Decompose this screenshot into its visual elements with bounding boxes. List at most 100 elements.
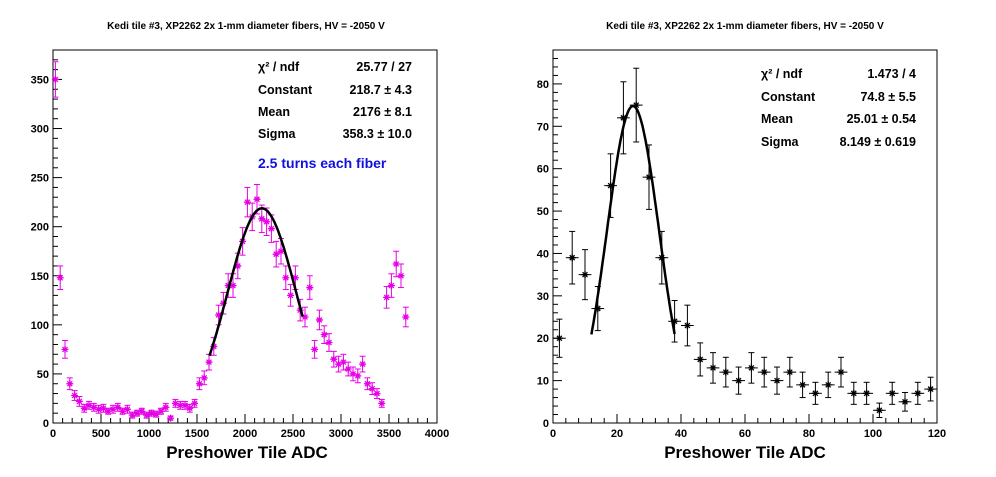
right-star-marker bbox=[888, 389, 896, 397]
right-x-tick-label: 100 bbox=[864, 428, 882, 440]
left-star-marker bbox=[363, 380, 371, 388]
right-axis-ticks: 0 20 40 60 80 100 120 0 10 20 30 40 50 60 70 80 bbox=[537, 49, 946, 440]
left-star-marker bbox=[373, 390, 381, 398]
left-data-point bbox=[85, 400, 93, 410]
left-star-marker bbox=[195, 380, 203, 388]
left-star-marker bbox=[200, 374, 208, 382]
left-data-point bbox=[258, 204, 266, 234]
left-star-marker bbox=[56, 274, 64, 282]
left-star-marker bbox=[339, 358, 347, 366]
right-star-marker bbox=[735, 377, 743, 385]
left-star-marker bbox=[215, 311, 223, 319]
left-star-marker bbox=[133, 409, 141, 417]
left-data-point bbox=[99, 403, 107, 413]
right-star-marker bbox=[722, 368, 730, 376]
left-data-point bbox=[378, 398, 386, 408]
right-stats-box: χ² / ndf 1.473 / 4 Constant 74.8 ± 5.5 M… bbox=[761, 67, 916, 149]
left-star-marker bbox=[114, 403, 122, 411]
right-data-point bbox=[732, 366, 745, 395]
left-star-marker bbox=[354, 372, 362, 380]
left-data-point bbox=[373, 388, 381, 399]
right-data-point bbox=[847, 381, 861, 405]
right-star-marker bbox=[683, 322, 691, 330]
right-star-marker bbox=[824, 381, 832, 389]
left-data-point bbox=[263, 207, 271, 237]
right-y-tick-label: 30 bbox=[537, 291, 549, 303]
right-star-marker bbox=[581, 271, 589, 279]
right-x-tick-label: 60 bbox=[739, 428, 751, 440]
left-x-tick-label: 500 bbox=[92, 428, 110, 440]
left-star-marker bbox=[104, 407, 112, 415]
left-x-tick-label: 2500 bbox=[281, 428, 305, 440]
left-data-point bbox=[387, 273, 395, 298]
left-star-marker bbox=[368, 385, 376, 393]
right-star-marker bbox=[709, 364, 717, 372]
right-stat-label-mean: Mean bbox=[761, 112, 793, 126]
left-star-marker bbox=[349, 370, 357, 378]
right-stat-value-sigma: 8.149 ± 0.619 bbox=[840, 135, 916, 149]
left-axis-ticks: 0 500 1000 1500 2000 2500 3000 3500 4000 0 50 100 15… bbox=[31, 49, 449, 440]
right-y-tick-label: 80 bbox=[537, 79, 549, 91]
left-y-tick-label: 50 bbox=[37, 369, 49, 381]
left-data-point bbox=[66, 377, 74, 391]
left-x-axis-label: Preshower Tile ADC bbox=[166, 443, 328, 462]
right-star-marker bbox=[632, 101, 640, 109]
left-y-tick-label: 350 bbox=[31, 74, 49, 86]
left-star-marker bbox=[306, 284, 314, 292]
left-star-marker bbox=[176, 401, 184, 409]
left-data-point bbox=[339, 353, 347, 371]
right-data-point bbox=[860, 381, 873, 405]
left-star-marker bbox=[359, 360, 367, 368]
left-star-marker bbox=[291, 274, 299, 282]
left-star-marker bbox=[61, 345, 69, 353]
left-star-marker bbox=[147, 409, 155, 417]
left-data-point bbox=[301, 306, 309, 328]
left-data-point bbox=[119, 407, 127, 415]
right-x-tick-label: 120 bbox=[928, 428, 946, 440]
right-data-point bbox=[617, 81, 630, 155]
left-stat-value-mean: 2176 ± 8.1 bbox=[353, 105, 412, 119]
right-stat-value-chi2: 1.473 / 4 bbox=[867, 67, 916, 81]
left-star-marker bbox=[99, 404, 107, 412]
left-data-point bbox=[402, 306, 410, 328]
left-stats-box: χ² / ndf 25.77 / 27 Constant 218.7 ± 4.3… bbox=[258, 60, 412, 141]
left-star-marker bbox=[171, 399, 179, 407]
left-data-point bbox=[349, 366, 357, 382]
left-star-marker bbox=[123, 405, 131, 413]
left-data-point bbox=[186, 403, 194, 413]
right-star-marker bbox=[607, 182, 615, 190]
left-x-tick-label: 3000 bbox=[329, 428, 353, 440]
left-star-marker bbox=[167, 414, 175, 422]
right-star-marker bbox=[914, 389, 922, 397]
left-data-point bbox=[133, 409, 141, 417]
right-y-tick-label: 70 bbox=[537, 121, 549, 133]
right-data-point bbox=[757, 356, 771, 388]
left-data-point bbox=[95, 404, 103, 414]
left-y-tick-label: 0 bbox=[43, 418, 49, 430]
left-star-marker bbox=[282, 274, 290, 282]
left-star-marker bbox=[90, 403, 98, 411]
left-star-marker bbox=[66, 380, 74, 388]
right-y-tick-label: 40 bbox=[537, 248, 549, 260]
right-star-marker bbox=[568, 254, 576, 262]
left-data-point bbox=[80, 403, 88, 413]
right-data-point bbox=[706, 352, 720, 384]
right-star-marker bbox=[863, 389, 871, 397]
left-star-marker bbox=[181, 401, 189, 409]
left-panel: Kedi tile #3, XP2262 2x 1-mm diameter fi… bbox=[31, 21, 450, 462]
left-star-marker bbox=[243, 198, 251, 206]
left-data-point bbox=[104, 407, 112, 415]
right-y-tick-label: 50 bbox=[537, 206, 549, 218]
right-data-point bbox=[668, 300, 681, 343]
right-data-point bbox=[681, 304, 694, 347]
left-star-marker bbox=[75, 397, 83, 405]
left-data-point bbox=[383, 286, 391, 309]
left-data-point bbox=[143, 411, 151, 419]
right-data-point bbox=[553, 318, 566, 358]
right-data-point bbox=[834, 356, 848, 388]
left-x-tick-label: 1500 bbox=[185, 428, 209, 440]
left-data-point bbox=[205, 353, 213, 371]
right-data-point bbox=[745, 352, 758, 384]
left-x-tick-label: 2000 bbox=[233, 428, 257, 440]
right-star-marker bbox=[696, 355, 704, 363]
